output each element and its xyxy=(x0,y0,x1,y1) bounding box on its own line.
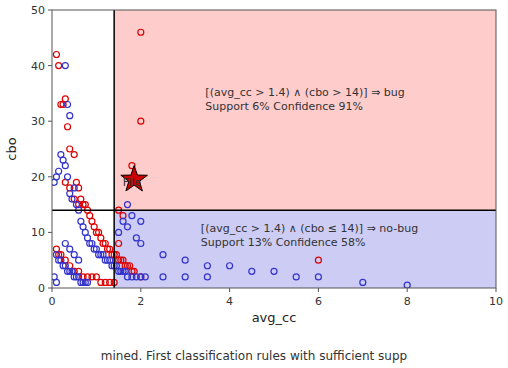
annotation: [(avg_cc > 1.4) ∧ (cbo ≤ 14)] ⇒ no-bugSu… xyxy=(201,222,418,249)
plot-background xyxy=(52,10,496,288)
annotation-line: [(avg_cc > 1.4) ∧ (cbo > 14)] ⇒ bug xyxy=(205,86,404,99)
point xyxy=(138,241,144,247)
point xyxy=(62,163,68,169)
point xyxy=(71,185,77,191)
point xyxy=(53,279,59,285)
series xyxy=(52,63,410,288)
x-axis-label: avg_cc xyxy=(252,310,297,325)
point xyxy=(62,63,68,69)
y-tick xyxy=(48,232,52,233)
point xyxy=(293,274,299,280)
point xyxy=(116,229,122,235)
point xyxy=(404,282,410,288)
point xyxy=(53,51,59,57)
point xyxy=(249,268,255,274)
x-tick xyxy=(496,288,497,292)
point xyxy=(182,274,188,280)
plot-area xyxy=(52,10,496,288)
point xyxy=(204,263,210,269)
vertical-line xyxy=(113,10,115,288)
point xyxy=(65,102,71,108)
point xyxy=(56,168,62,174)
point xyxy=(133,235,139,241)
point xyxy=(67,246,73,252)
annotation-line: File xyxy=(123,176,142,189)
point xyxy=(65,124,71,130)
point xyxy=(71,252,77,258)
y-tick xyxy=(48,288,52,289)
point xyxy=(204,274,210,280)
point xyxy=(69,196,75,202)
point xyxy=(116,241,122,247)
point xyxy=(65,174,71,180)
point xyxy=(138,118,144,124)
x-tick xyxy=(407,288,408,292)
point xyxy=(138,218,144,224)
point xyxy=(360,279,366,285)
x-tick-label: 6 xyxy=(315,295,322,308)
x-tick-label: 2 xyxy=(137,295,144,308)
annotation-line: Support 6% Confidence 91% xyxy=(205,100,363,113)
point xyxy=(227,263,233,269)
x-tick xyxy=(140,288,141,292)
point xyxy=(76,257,82,263)
x-tick-label: 8 xyxy=(404,295,411,308)
y-tick-label: 50 xyxy=(31,4,45,17)
x-tick-label: 10 xyxy=(489,295,503,308)
y-tick xyxy=(48,121,52,122)
y-tick xyxy=(48,10,52,11)
annotation-line: mined. First classification rules with s… xyxy=(101,349,407,363)
point xyxy=(160,252,166,258)
point xyxy=(129,213,135,219)
point xyxy=(271,268,277,274)
y-tick-label: 10 xyxy=(31,226,45,239)
plot-frame xyxy=(52,10,496,288)
horizontal-line xyxy=(52,209,496,211)
x-tick xyxy=(318,288,319,292)
y-tick xyxy=(48,176,52,177)
star-point xyxy=(121,166,148,191)
y-tick-label: 40 xyxy=(31,60,45,73)
point xyxy=(315,257,321,263)
point xyxy=(138,29,144,35)
x-tick xyxy=(229,288,230,292)
region xyxy=(114,10,496,210)
y-tick-label: 30 xyxy=(31,115,45,128)
annotation-line: [(avg_cc > 1.4) ∧ (cbo ≤ 14)] ⇒ no-bug xyxy=(201,222,418,235)
point xyxy=(56,63,62,69)
chart: 0 2 4 6 8 10 0 10 20 30 40 50 avg_cc cbo File [(avg_cc … xyxy=(0,0,508,368)
x-tick xyxy=(52,288,53,292)
point xyxy=(160,274,166,280)
y-tick-label: 0 xyxy=(38,282,45,295)
point xyxy=(182,257,188,263)
point xyxy=(71,152,77,158)
point xyxy=(85,279,91,285)
x-tick-label: 4 xyxy=(226,295,233,308)
annotation: File xyxy=(123,176,142,189)
point xyxy=(120,218,126,224)
point xyxy=(67,113,73,119)
annotation-line: Support 13% Confidence 58% xyxy=(201,236,366,249)
region xyxy=(114,210,496,288)
y-tick xyxy=(48,65,52,66)
point xyxy=(315,274,321,280)
annotation: [(avg_cc > 1.4) ∧ (cbo > 14)] ⇒ bugSuppo… xyxy=(205,86,404,113)
point xyxy=(124,202,130,208)
point xyxy=(124,224,130,230)
point xyxy=(62,241,68,247)
point xyxy=(67,146,73,152)
point xyxy=(93,274,99,280)
y-tick-label: 20 xyxy=(31,171,45,184)
series xyxy=(121,166,148,191)
x-tick-label: 0 xyxy=(49,295,56,308)
y-axis-label: cbo xyxy=(4,137,19,160)
point xyxy=(142,274,148,280)
caption: mined. First classification rules with s… xyxy=(101,349,407,363)
